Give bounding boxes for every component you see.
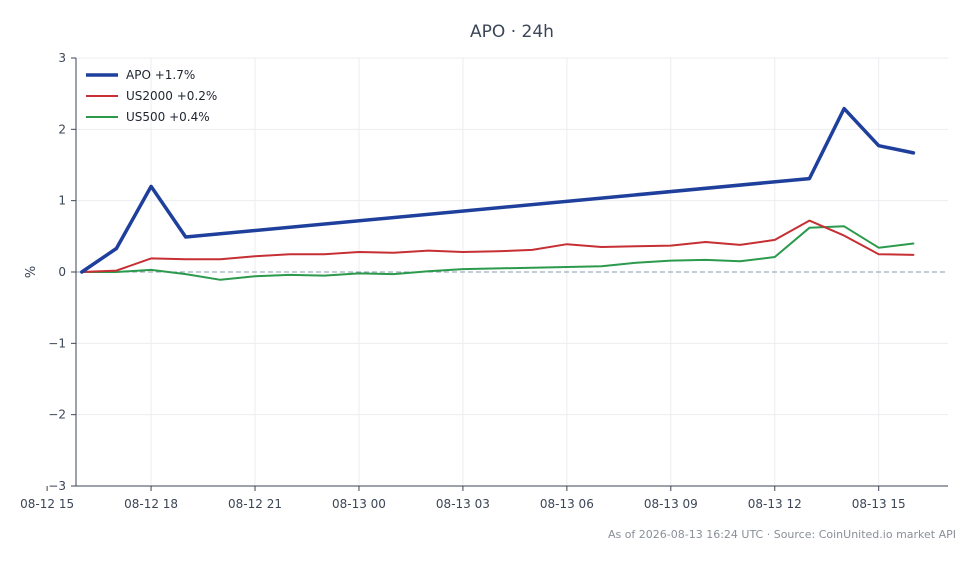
x-tick-label: 08-13 09 xyxy=(644,497,698,511)
x-tick-label: 08-13 00 xyxy=(332,497,386,511)
x-tick-label: 08-12 21 xyxy=(228,497,282,511)
y-tick-label: 1 xyxy=(58,194,66,208)
y-tick-label: −1 xyxy=(48,336,66,350)
x-tick-label: 08-12 18 xyxy=(124,497,178,511)
chart-title: APO · 24h xyxy=(470,22,554,42)
series-line-2 xyxy=(80,225,915,281)
footnote: As of 2026-08-13 16:24 UTC · Source: Coi… xyxy=(608,528,956,541)
grid xyxy=(76,57,948,487)
legend-label: US500 +0.4% xyxy=(126,110,210,124)
series-line-1 xyxy=(80,219,915,273)
legend: APO +1.7% US2000 +0.2% US500 +0.4% xyxy=(86,68,217,124)
axes: −3 −2 −1 0 1 2 3 08-12 15 08-12 18 08-12 21 08-13 … xyxy=(20,51,948,511)
legend-label: US2000 +0.2% xyxy=(126,89,217,103)
series-line-0 xyxy=(80,106,916,274)
x-tick-label: 08-13 03 xyxy=(436,497,490,511)
x-tick-label: 08-13 15 xyxy=(852,497,906,511)
legend-label: APO +1.7% xyxy=(126,68,195,82)
x-tick-label: 08-12 15 xyxy=(20,497,74,511)
series-lines xyxy=(80,106,916,281)
y-tick-label: −2 xyxy=(48,408,66,422)
x-tick-label: 08-13 06 xyxy=(540,497,594,511)
y-tick-label: 2 xyxy=(58,122,66,136)
y-tick-label: −3 xyxy=(48,479,66,493)
x-tick-label: 08-13 12 xyxy=(748,497,802,511)
y-tick-label: 3 xyxy=(58,51,66,65)
y-tick-label: 0 xyxy=(58,265,66,279)
y-axis-label: % xyxy=(24,266,39,278)
